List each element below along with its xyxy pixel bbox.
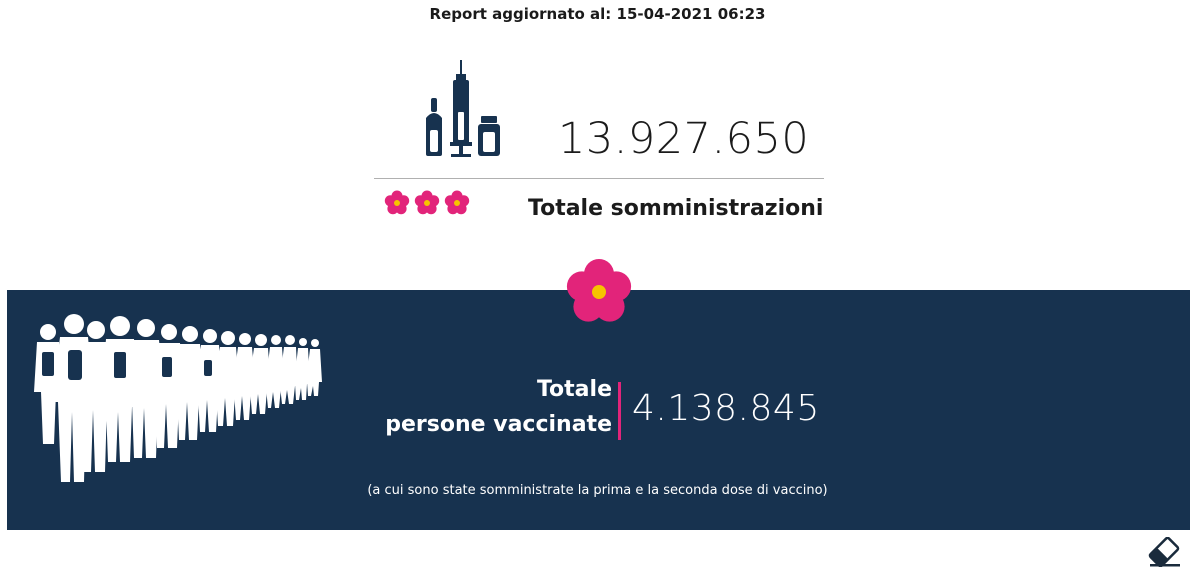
eraser-icon[interactable] (1148, 537, 1182, 567)
people-queue-icon (34, 314, 322, 482)
vaccinated-persons-value: 4.138.845 (632, 388, 820, 429)
vaccinated-label-line2: persone vaccinate (385, 412, 612, 437)
total-administrations-label: Totale somministrazioni (528, 196, 824, 221)
report-updated-text: Report aggiornato al: 15-04-2021 06:23 (429, 5, 766, 23)
vaccine-vial-syringe-icon (426, 60, 500, 157)
vaccinated-separator (618, 382, 621, 440)
total-administrations-value: 13.927.650 (558, 114, 810, 164)
divider-line (374, 178, 824, 179)
vaccinated-note: (a cui sono state somministrate la prima… (367, 483, 828, 498)
vaccinated-label-line1: Totale (536, 377, 612, 402)
primula-flower-icon (566, 259, 632, 322)
vaccinated-persons-label: Totale persone vaccinate (352, 372, 612, 442)
primula-flowers-icon (384, 190, 470, 215)
